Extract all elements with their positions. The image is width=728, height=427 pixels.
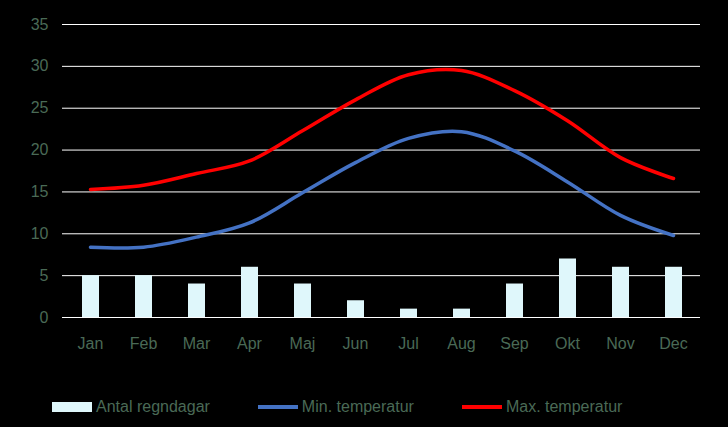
svg-text:Jul: Jul: [398, 335, 418, 352]
svg-text:Aug: Aug: [447, 335, 475, 352]
svg-text:35: 35: [31, 16, 49, 33]
html-text:Antal regndagar: Antal regndagar: [96, 398, 210, 415]
svg-text:Nov: Nov: [606, 335, 634, 352]
svg-text:Sep: Sep: [500, 335, 529, 352]
svg-text:Feb: Feb: [130, 335, 158, 352]
svg-text:Mar: Mar: [183, 335, 211, 352]
svg-text:0: 0: [40, 309, 49, 326]
svg-text:25: 25: [31, 99, 49, 116]
svg-text:20: 20: [31, 141, 49, 158]
svg-text:Apr: Apr: [237, 335, 263, 352]
svg-text:10: 10: [31, 225, 49, 242]
html-text:Max. temperatur: Max. temperatur: [505, 398, 623, 415]
svg-text:Jun: Jun: [343, 335, 369, 352]
svg-text:5: 5: [40, 267, 49, 284]
svg-text:15: 15: [31, 183, 49, 200]
svg-text:Okt: Okt: [555, 335, 580, 352]
html-text:Min. temperatur: Min. temperatur: [301, 398, 414, 415]
svg-text:Maj: Maj: [290, 335, 316, 352]
svg-text:30: 30: [31, 57, 49, 74]
svg-text:Jan: Jan: [78, 335, 104, 352]
svg-text:Dec: Dec: [659, 335, 687, 352]
